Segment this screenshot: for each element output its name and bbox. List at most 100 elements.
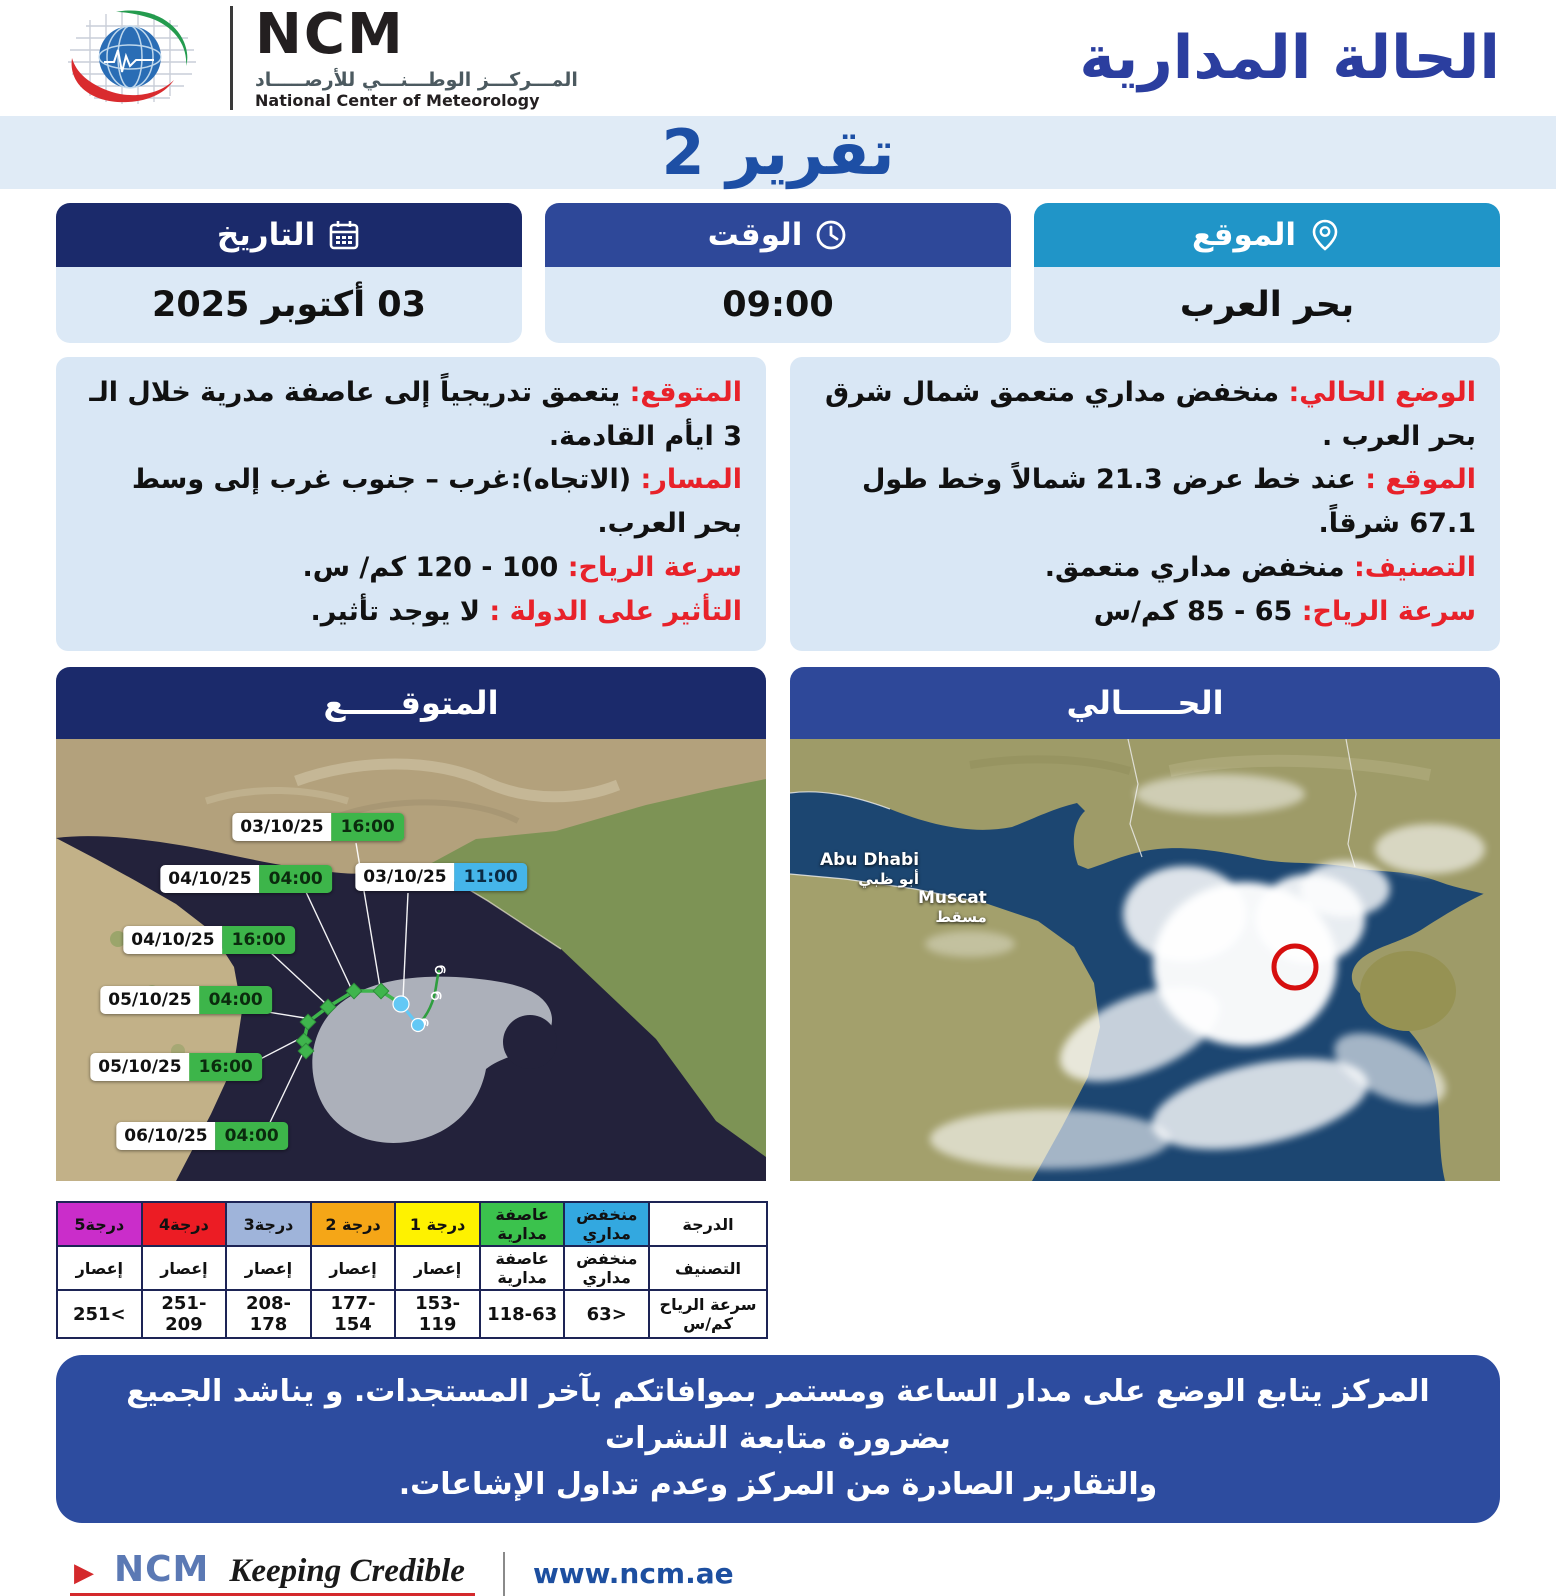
degree-cell: عاصفة مدارية (478, 1201, 566, 1248)
track-label-current: 03/10/25 11:00 (355, 863, 527, 892)
forecast-map-title: المتوقـــــع (56, 667, 766, 740)
degree-cell: درجة5 (56, 1201, 143, 1248)
time-box-header: الوقت (545, 203, 1011, 267)
track-label: 04/10/25 04:00 (160, 865, 332, 894)
logo-divider (230, 6, 233, 110)
satellite-map (790, 739, 1500, 1182)
classification-table: الدرجة منخفض مداري عاصفة مدارية درجة 1 د… (56, 1201, 768, 1340)
current-map-title: الحـــــالي (790, 667, 1500, 740)
current-map: Abu Dhabi أبو ظبي Muscat مسقط (790, 739, 1500, 1182)
map-pin-icon (1312, 219, 1338, 251)
degree-header: الدرجة (648, 1201, 768, 1248)
current-details-panel: الوضع الحالي: منخفض مداري متعمق شمال شرق… (790, 357, 1500, 652)
classification-cell: إعصار (140, 1245, 228, 1292)
current-wind-speed: سرعة الرياح: 65 - 85 كم/س (1093, 595, 1476, 627)
forecast-track: المسار: (الاتجاه):غرب – جنوب غرب إلى وسط… (131, 464, 742, 540)
website-link[interactable]: www.ncm.ae (532, 1556, 734, 1590)
clock-icon (817, 220, 846, 250)
classification-cell: إعصار (56, 1245, 143, 1292)
wind-speed-cell: 208-178 (225, 1289, 312, 1340)
date-box-header: التاريخ (56, 203, 522, 267)
info-row: التاريخ 03 أكتوبر 2025 الوقت 09:00 الموق… (0, 189, 1556, 343)
forecast-expected: المتوقع: يتعمق تدريجياً إلى عاصفة مدرية … (89, 377, 742, 452)
degree-cell: درجة 2 (309, 1201, 397, 1248)
logo-text: NCM المـــركـــز الوطـــنـــي للأرصـــــ… (255, 1, 578, 111)
logo-english-name: National Center of Meteorology (255, 91, 540, 111)
classification-cell: إعصار (309, 1245, 397, 1292)
classification-cell: منخفض مداري (563, 1245, 650, 1292)
logo-arabic-name: المـــركـــز الوطـــنـــي للأرصـــــاد (255, 68, 578, 91)
classification-header: التصنيف (648, 1245, 768, 1292)
degree-cell: منخفض مداري (563, 1201, 650, 1248)
date-box: التاريخ 03 أكتوبر 2025 (56, 203, 522, 343)
location-box-header: الموقع (1034, 203, 1500, 267)
ncm-logo-icon (68, 10, 196, 104)
degree-cell: درجة3 (225, 1201, 312, 1248)
page-title: الحالة المدارية (1079, 23, 1500, 93)
past-track-line (417, 970, 441, 1027)
degree-row: الدرجة منخفض مداري عاصفة مدارية درجة 1 د… (56, 1201, 768, 1248)
classification-cell: عاصفة مدارية (478, 1245, 566, 1292)
classification-table-wrap: الدرجة منخفض مداري عاصفة مدارية درجة 1 د… (0, 1181, 1556, 1340)
track-label: 04/10/25 16:00 (123, 926, 295, 955)
footer-slogan: Keeping Credible (229, 1552, 465, 1589)
track-label: 05/10/25 16:00 (90, 1053, 262, 1082)
forecast-map: 03/10/25 16:00 04/10/25 04:00 03/10/25 11:0… (56, 739, 766, 1182)
forecast-wind-speed: سرعة الرياح: 100 - 120 كم/ س. (302, 551, 742, 583)
city-label-abu-dhabi: Abu Dhabi أبو ظبي (820, 850, 920, 888)
date-value: 03 أكتوبر 2025 (56, 267, 522, 343)
degree-cell: درجة4 (140, 1201, 228, 1248)
wind-speed-cell: 63> (563, 1289, 650, 1340)
wind-speed-header: سرعة الرياح كم/س (648, 1289, 768, 1340)
degree-cell: درجة 1 (394, 1201, 481, 1248)
current-map-panel: الحـــــالي (790, 667, 1500, 1182)
logo-ncm-text: NCM (255, 1, 405, 67)
time-box: الوقت 09:00 (545, 203, 1011, 343)
report-title-band: تقرير 2 (0, 116, 1556, 189)
location-box: الموقع بحر العرب (1034, 203, 1500, 343)
current-classification: التصنيف: منخفض مداري متعمق. (1044, 551, 1476, 583)
forecast-country-impact: التأثير على الدولة : لا يوجد تأثير. (310, 595, 743, 627)
forecast-track-map (56, 739, 766, 1182)
wind-speed-cell: 251< (56, 1289, 143, 1340)
city-label-muscat: Muscat مسقط (918, 888, 987, 926)
wind-speed-row: سرعة الرياح كم/س 63> 118-63 153-119 177-… (56, 1289, 768, 1340)
bottom-bar: ▶ NCM Keeping Credible www.ncm.ae (0, 1523, 1556, 1596)
date-label: التاريخ (216, 217, 316, 253)
track-label: 05/10/25 04:00 (100, 986, 272, 1015)
time-label: الوقت (707, 217, 803, 253)
time-value: 09:00 (545, 267, 1011, 343)
location-label: الموقع (1192, 217, 1296, 253)
current-situation: الوضع الحالي: منخفض مداري متعمق شمال شرق… (825, 377, 1476, 452)
wind-speed-cell: 251-209 (140, 1289, 228, 1340)
cloud-layer (925, 774, 1485, 1170)
classification-cell: إعصار (394, 1245, 481, 1292)
forecast-track-points (295, 982, 390, 1060)
ncm-arrow-icon: ▶ (74, 1557, 94, 1588)
track-label: 06/10/25 04:00 (116, 1122, 288, 1151)
ncm-logo: NCM المـــركـــز الوطـــنـــي للأرصـــــ… (56, 0, 578, 116)
footer-divider (502, 1551, 505, 1596)
forecast-details-panel: المتوقع: يتعمق تدريجياً إلى عاصفة مدرية … (56, 357, 766, 652)
wind-speed-cell: 177-154 (309, 1289, 397, 1340)
report-title: تقرير 2 (661, 116, 895, 189)
footer-ncm-text: NCM (114, 1548, 210, 1590)
track-label: 03/10/25 16:00 (232, 813, 404, 842)
maps-row: المتوقـــــع (0, 651, 1556, 1182)
forecast-map-panel: المتوقـــــع (56, 667, 766, 1182)
footer-notice: المركز يتابع الوضع على مدار الساعة ومستم… (56, 1355, 1500, 1523)
wind-speed-cell: 118-63 (478, 1289, 566, 1340)
storm-center-marker (1271, 943, 1319, 991)
header: NCM المـــركـــز الوطـــنـــي للأرصـــــ… (0, 0, 1556, 116)
footer-notice-line1: المركز يتابع الوضع على مدار الساعة ومستم… (126, 1374, 1430, 1456)
classification-cell: إعصار (225, 1245, 312, 1292)
wind-speed-cell: 153-119 (394, 1289, 481, 1340)
classification-row: التصنيف منخفض مداري عاصفة مدارية إعصار إ… (56, 1245, 768, 1292)
calendar-icon (329, 221, 359, 250)
footer-notice-line2: والتقارير الصادرة من المركز وعدم تداول ا… (398, 1467, 1158, 1503)
current-location: الموقع : عند خط عرض 21.3 شمالاً وخط طول … (861, 464, 1476, 540)
details-row: المتوقع: يتعمق تدريجياً إلى عاصفة مدرية … (0, 343, 1556, 652)
location-value: بحر العرب (1034, 267, 1500, 343)
current-position-point (392, 995, 410, 1014)
country-borders (790, 739, 1357, 904)
